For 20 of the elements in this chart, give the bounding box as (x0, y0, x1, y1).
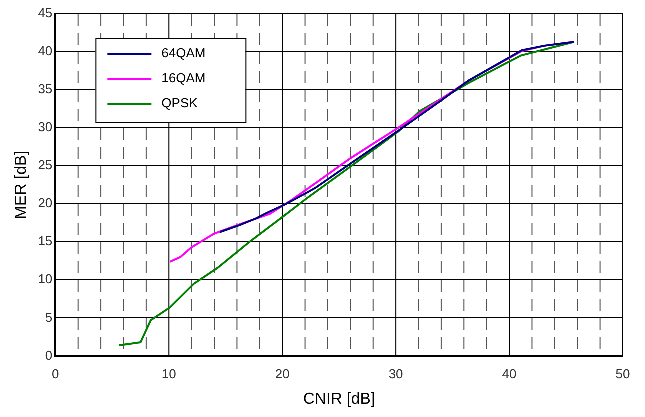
x-tick-label: 50 (616, 366, 630, 382)
x-tick-label: 20 (275, 366, 290, 382)
y-axis-title: MER [dB] (13, 150, 30, 220)
y-tick-label: 45 (38, 6, 53, 21)
x-tick-label: 30 (388, 366, 404, 382)
legend-label: QPSK (162, 96, 198, 111)
y-tick-label: 10 (38, 272, 53, 287)
legend-label: 16QAM (162, 70, 206, 86)
x-axis-title: CNIR [dB] (303, 390, 376, 408)
x-tick-label: 40 (502, 366, 517, 382)
x-tick-label: 10 (162, 366, 176, 382)
y-tick-label: 35 (38, 82, 53, 97)
y-tick-label: 30 (38, 120, 53, 135)
y-tick-label: 40 (38, 44, 53, 59)
legend-label: 64QAM (162, 46, 206, 61)
y-tick-label: 20 (38, 196, 53, 211)
y-tick-label: 0 (45, 348, 53, 363)
y-tick-label: 5 (45, 310, 53, 325)
y-tick-label: 25 (38, 158, 53, 173)
y-tick-label: 15 (38, 234, 53, 249)
